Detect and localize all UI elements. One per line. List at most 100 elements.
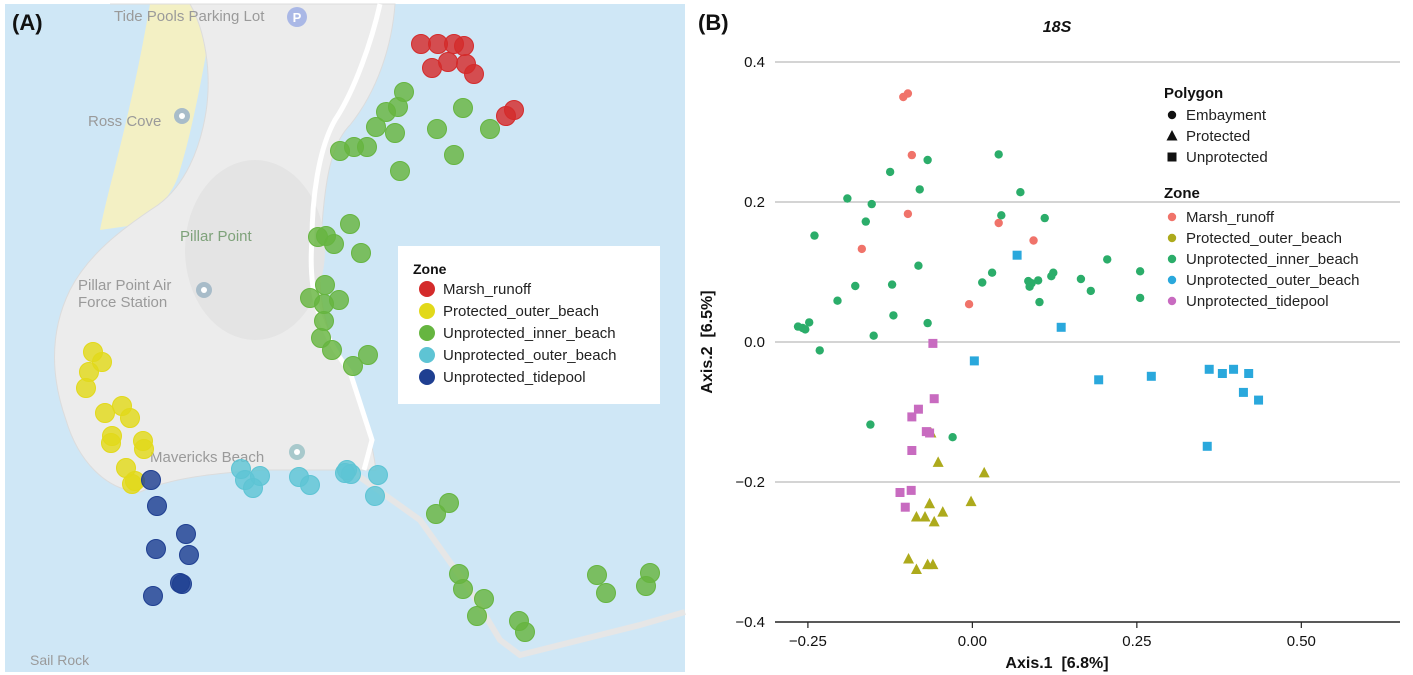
map-site-marker xyxy=(385,123,405,143)
data-point xyxy=(1217,369,1227,378)
data-point xyxy=(1254,395,1264,405)
data-point xyxy=(1238,387,1248,397)
zone-legend-label: Protected_outer_beach xyxy=(1186,230,1342,247)
map-legend-swatch xyxy=(419,325,435,341)
data-point xyxy=(1049,268,1058,277)
label-tide-pools-parking: Tide Pools Parking Lot xyxy=(114,8,265,25)
map-site-marker xyxy=(480,119,500,139)
map-site-marker xyxy=(141,470,161,490)
map-site-marker xyxy=(636,576,656,596)
map-site-marker xyxy=(438,52,458,72)
map-site-marker xyxy=(170,573,190,593)
data-point xyxy=(903,553,915,564)
parking-pin-icon: P xyxy=(287,7,307,27)
data-point xyxy=(929,394,939,404)
data-point xyxy=(1229,364,1239,374)
data-point xyxy=(914,261,923,270)
polygon-legend-marker xyxy=(1167,152,1177,162)
data-point xyxy=(1086,286,1095,296)
map-site-marker xyxy=(365,486,385,506)
polygon-legend-title: Polygon xyxy=(1164,85,1223,102)
map-site-marker xyxy=(176,524,196,544)
data-point xyxy=(969,356,979,366)
data-point xyxy=(913,404,923,414)
map-legend-swatch xyxy=(419,303,435,319)
data-point xyxy=(906,485,916,495)
map-site-marker xyxy=(143,586,163,606)
data-point xyxy=(919,511,931,522)
map-site-marker xyxy=(351,243,371,263)
data-point xyxy=(915,185,924,194)
label-air-force-2: Force Station xyxy=(78,294,167,311)
map-legend: Zone Marsh_runoff Protected_outer_beach Un… xyxy=(398,246,660,404)
data-point xyxy=(1016,188,1025,197)
map-legend-label: Marsh_runoff xyxy=(443,281,532,298)
data-point xyxy=(978,278,987,287)
map-site-marker xyxy=(426,504,446,524)
map-site-marker xyxy=(324,234,344,254)
data-point xyxy=(997,211,1006,220)
data-point xyxy=(810,231,819,240)
polygon-legend-marker xyxy=(1167,110,1177,120)
data-point xyxy=(923,155,932,165)
zone-legend-label: Marsh_runoff xyxy=(1186,209,1275,226)
polygon-legend-label: Protected xyxy=(1186,128,1250,145)
map-legend-title: Zone xyxy=(413,261,447,277)
map-site-marker xyxy=(467,606,487,626)
data-point xyxy=(907,150,917,160)
x-tick-label: −0.25 xyxy=(789,633,827,650)
map-legend-swatch xyxy=(419,369,435,385)
data-point xyxy=(869,331,878,340)
grid-lines xyxy=(775,61,1400,483)
y-tick-label: 0.4 xyxy=(744,54,765,71)
zone-legend-marker xyxy=(1167,212,1177,222)
data-point xyxy=(924,497,936,509)
data-point xyxy=(805,318,814,327)
data-points xyxy=(793,89,1264,574)
data-point xyxy=(1056,322,1066,332)
map-site-marker xyxy=(120,408,140,428)
data-point xyxy=(1103,255,1112,264)
map-site-marker xyxy=(427,119,447,139)
data-point xyxy=(1076,274,1086,284)
map-site-marker xyxy=(411,34,431,54)
data-point xyxy=(994,150,1003,159)
data-point xyxy=(815,346,824,355)
zone-legend-label: Unprotected_inner_beach xyxy=(1186,251,1359,268)
map-site-marker xyxy=(147,496,167,516)
data-point xyxy=(843,194,852,203)
y-tick-label: 0.2 xyxy=(744,194,765,211)
air-force-pin-icon xyxy=(196,282,212,298)
data-point xyxy=(964,300,974,309)
map-site-marker xyxy=(444,145,464,165)
polygon-legend-marker xyxy=(1166,130,1178,141)
y-axis: −0.4 −0.2 0.0 0.2 0.4 xyxy=(735,54,765,631)
zone-legend-label: Unprotected_outer_beach xyxy=(1186,272,1359,289)
y-tick-label: −0.2 xyxy=(735,474,765,491)
map-site-marker xyxy=(76,378,96,398)
map-site-marker xyxy=(388,97,408,117)
zone-legend-title: Zone xyxy=(1164,185,1200,202)
panel-a-letter: (A) xyxy=(12,10,43,35)
data-point xyxy=(910,563,922,574)
zone-legend-marker xyxy=(1167,275,1177,285)
map-site-marker xyxy=(250,466,270,486)
data-point xyxy=(907,446,917,455)
polygon-legend-label: Unprotected xyxy=(1186,149,1268,166)
data-point xyxy=(1033,276,1043,285)
map-site-marker xyxy=(587,565,607,585)
data-point xyxy=(1135,267,1145,276)
map-site-marker xyxy=(95,403,115,423)
label-pillar-point: Pillar Point xyxy=(180,228,253,245)
map-hill xyxy=(185,160,325,340)
map-legend-swatch xyxy=(419,347,435,363)
map-site-marker xyxy=(358,345,378,365)
data-point xyxy=(1025,282,1034,291)
data-point xyxy=(1012,250,1022,260)
data-point xyxy=(928,338,938,348)
data-point xyxy=(1204,364,1214,374)
data-point xyxy=(851,281,860,291)
data-point xyxy=(1244,369,1254,378)
data-point xyxy=(994,218,1003,228)
data-point xyxy=(932,456,944,467)
